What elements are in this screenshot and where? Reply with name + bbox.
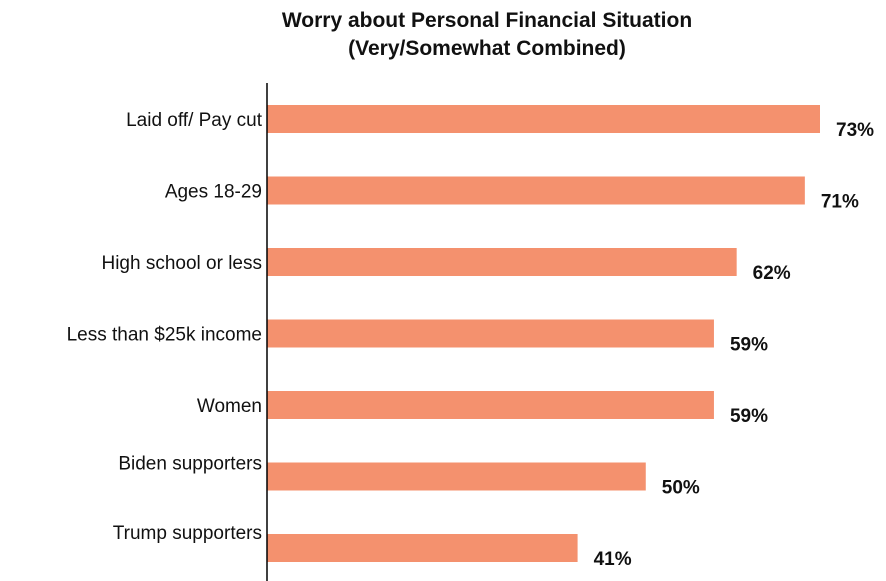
value-label-6: 50% [662,478,700,499]
value-label-1: 73% [836,120,874,141]
category-label-3: High school or less [101,253,262,274]
bar-1 [267,105,820,133]
bar-3 [267,248,737,276]
bar-6 [267,462,646,491]
bar-7 [267,534,578,562]
value-label-5: 59% [730,406,768,427]
bar-2 [267,176,805,205]
category-label-5: Women [197,396,262,417]
category-label-4: Less than $25k income [67,325,262,346]
value-label-7: 41% [594,549,632,570]
bar-5 [267,391,714,419]
value-label-4: 59% [730,335,768,356]
category-label-2: Ages 18-29 [165,182,262,203]
category-label-6: Biden supporters [118,454,262,475]
chart-title-line-2: (Very/Somewhat Combined) [348,37,626,60]
value-label-3: 62% [753,263,791,284]
category-label-7: Trump supporters [113,523,262,544]
value-label-2: 71% [821,192,859,213]
chart-title-line-1: Worry about Personal Financial Situation [282,9,692,32]
category-label-1: Laid off/ Pay cut [126,110,263,131]
bar-4 [267,319,714,348]
bars-layer: Laid off/ Pay cut 73% Ages 18-29 71% High sc… [67,105,874,570]
